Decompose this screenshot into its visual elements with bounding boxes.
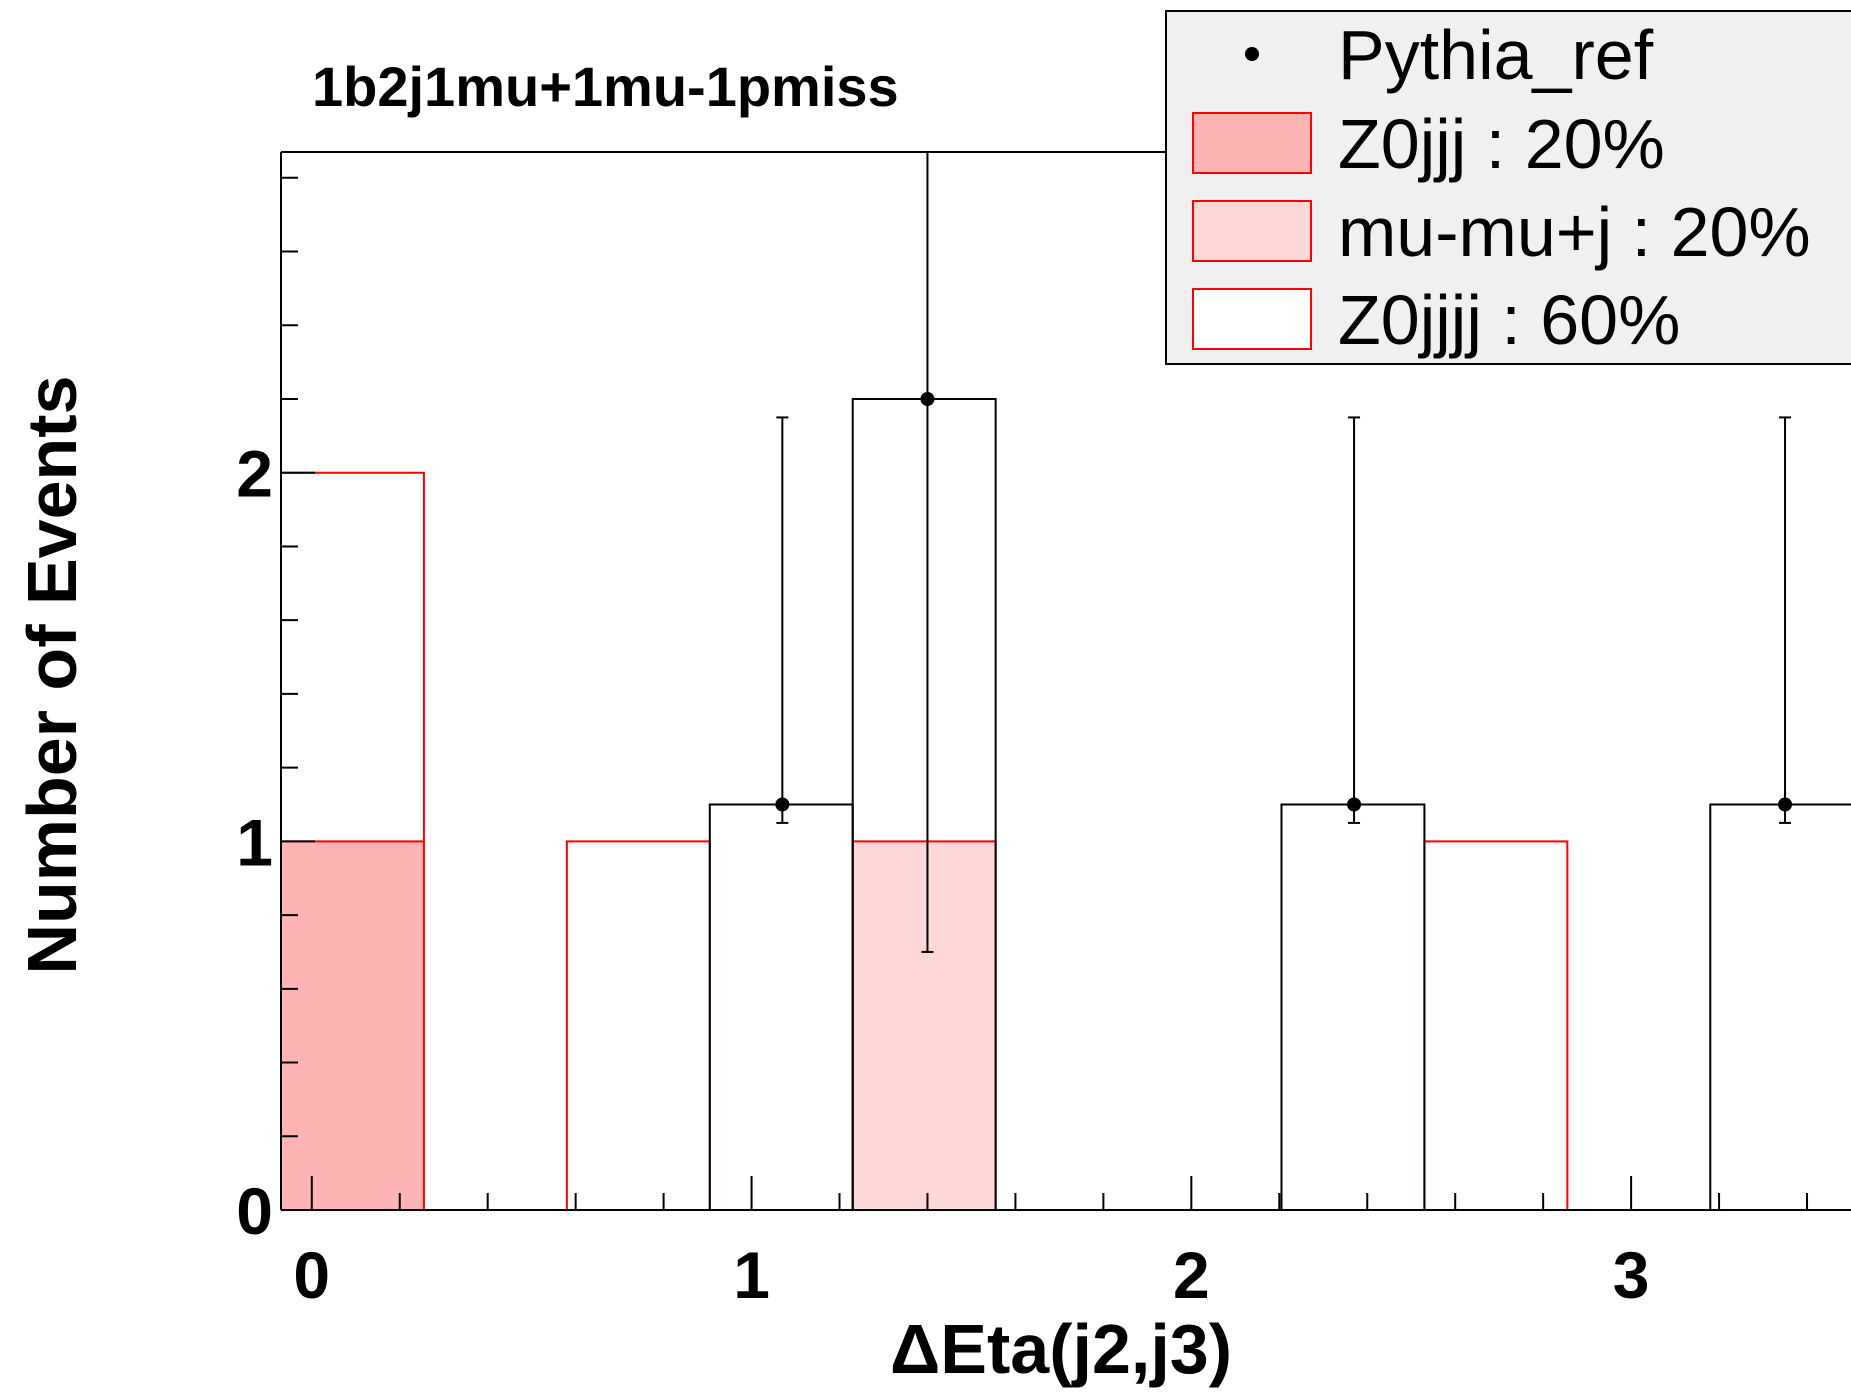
axes: 0 1 2 3 0 1 2 bbox=[236, 151, 1851, 1312]
y-tick-label: 0 bbox=[236, 1174, 273, 1248]
legend-marker-pythia bbox=[1245, 47, 1259, 61]
legend-label-z0jjjj: Z0jjjj : 60% bbox=[1338, 281, 1680, 359]
legend-swatch-z0jjj bbox=[1192, 112, 1312, 174]
data-point-2 bbox=[1347, 797, 1362, 812]
bar-series-1-bin-4 bbox=[852, 841, 996, 1210]
legend-label-pythia: Pythia_ref bbox=[1338, 16, 1654, 94]
stack-outline bbox=[280, 471, 1851, 1211]
x-tick-label: 2 bbox=[1173, 1238, 1210, 1312]
data-point-1 bbox=[920, 391, 935, 406]
reference-bin-3 bbox=[708, 803, 854, 1210]
bar-series-0-bin-0 bbox=[281, 841, 424, 1210]
legend-label-z0jjj: Z0jjj : 20% bbox=[1338, 105, 1665, 183]
bar-series-2-bin-0 bbox=[281, 472, 424, 842]
bar-series-2-bin-8 bbox=[1424, 841, 1568, 1210]
x-tick-label: 1 bbox=[733, 1238, 770, 1312]
data-point-3 bbox=[1778, 797, 1793, 812]
x-axis-label: ΔEta(j2,j3) bbox=[890, 1310, 1232, 1388]
legend-label-mumuj: mu-mu+j : 20% bbox=[1338, 193, 1811, 271]
legend-swatch-z0jjjj bbox=[1192, 288, 1312, 350]
reference-bin-7 bbox=[1280, 803, 1426, 1210]
x-tick-label: 0 bbox=[293, 1238, 330, 1312]
chart-title: 1b2j1mu+1mu-1pmiss bbox=[312, 55, 899, 118]
legend-swatch-mumuj bbox=[1192, 200, 1312, 262]
bar-series-2-bin-2 bbox=[566, 841, 710, 1210]
data-point-0 bbox=[775, 797, 790, 812]
stack-bars bbox=[280, 471, 1851, 1211]
y-axis-label: Number of Events bbox=[13, 376, 91, 975]
x-tick-label: 3 bbox=[1613, 1238, 1650, 1312]
reference-bin-10 bbox=[1709, 803, 1851, 1210]
y-tick-label: 2 bbox=[236, 437, 273, 511]
legend: Pythia_ref Z0jjj : 20% mu-mu+j : 20% Z0j… bbox=[1165, 10, 1851, 365]
reference-points bbox=[775, 152, 1793, 953]
y-tick-label: 1 bbox=[236, 805, 273, 879]
